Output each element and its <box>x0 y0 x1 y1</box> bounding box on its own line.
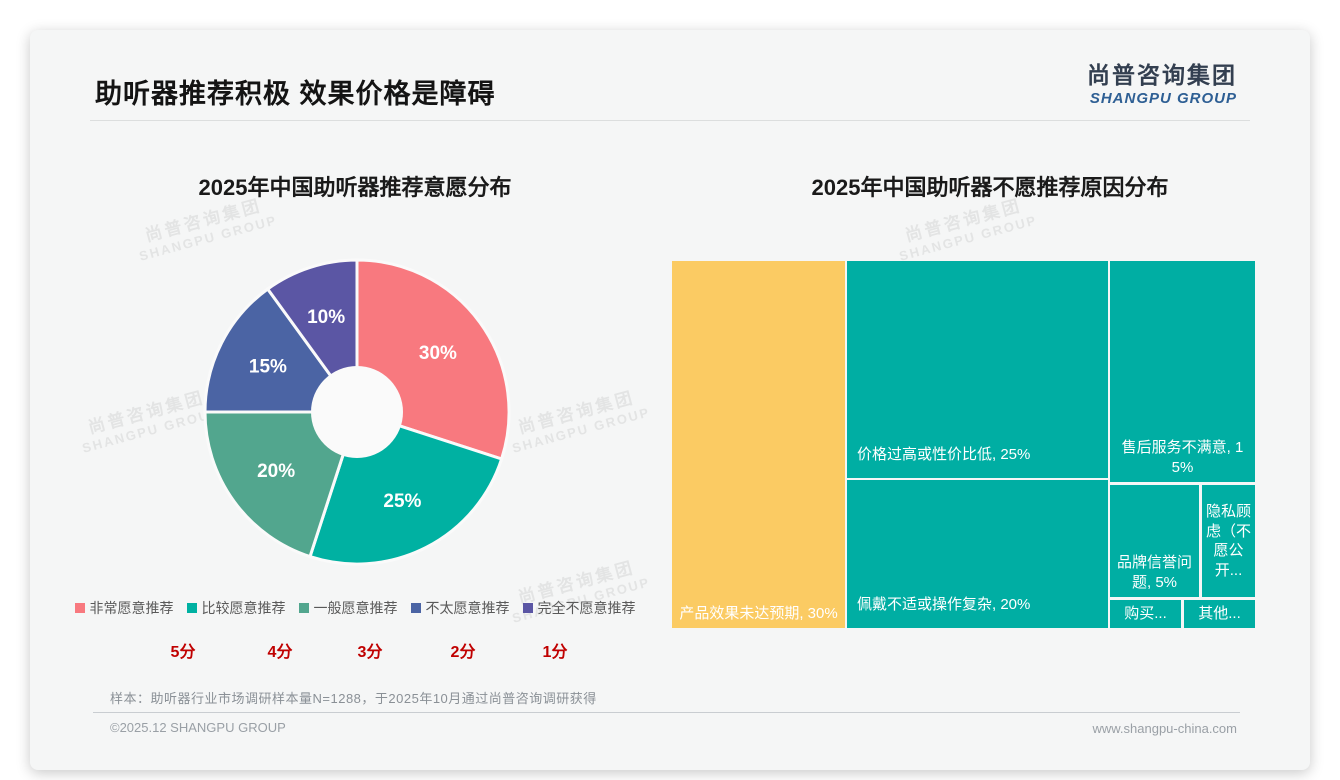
legend-marker <box>410 603 421 613</box>
report-slide: 助听器推荐积极 效果价格是障碍 尚普咨询集团 SHANGPU GROUP 尚普咨… <box>30 30 1310 770</box>
treemap-chart: 产品效果未达预期, 30% 价格过高或性价比低, 25% 佩戴不适或操作复杂, 20… <box>672 261 1255 628</box>
legend-label: 非常愿意推荐 <box>89 600 174 616</box>
legend-marker <box>74 603 85 613</box>
treemap-box: 价格过高或性价比低, 25% <box>847 261 1108 478</box>
treemap-label: 价格过高或性价比低, 25% <box>857 445 1031 463</box>
legend-item: 一般愿意推荐 <box>298 598 398 618</box>
watermark: 尚普咨询集团 SHANGPU GROUP <box>504 380 652 456</box>
treemap-chart-title: 2025年中国助听器不愿推荐原因分布 <box>811 175 1169 200</box>
treemap-label: 品牌信誉问题, 5% <box>1116 554 1192 591</box>
score-label: 5分 <box>170 644 196 661</box>
watermark-cn-text: 尚普咨询集团 <box>516 387 637 438</box>
legend-item: 比较愿意推荐 <box>186 598 286 618</box>
watermark-en-text: SHANGPU GROUP <box>897 212 1039 264</box>
treemap-label: 售后服务不满意, 15% <box>1121 439 1244 476</box>
treemap-label: 其他... <box>1198 605 1241 623</box>
company-logo: 尚普咨询集团 SHANGPU GROUP <box>1087 62 1237 107</box>
sample-note: 样本：助听器行业市场调研样本量N=1288，于2025年10月通过尚普咨询调研获… <box>110 691 597 706</box>
donut-chart-title: 2025年中国助听器推荐意愿分布 <box>198 175 512 200</box>
treemap-label: 隐私顾虑（不愿公开... <box>1205 503 1251 579</box>
copyright-text: ©2025.12 SHANGPU GROUP <box>110 720 286 735</box>
legend-label: 完全不愿意推荐 <box>537 600 636 616</box>
score-label: 3分 <box>357 644 383 661</box>
donut-data-label: 20% <box>257 461 295 482</box>
treemap-box: 其他... <box>1184 600 1255 628</box>
treemap-box: 品牌信誉问题, 5% <box>1110 485 1199 597</box>
donut-chart: 30% 25% 20% 15% 10% <box>197 252 517 572</box>
logo-chinese-text: 尚普咨询集团 <box>1087 62 1237 88</box>
donut-legend: 非常愿意推荐 比较愿意推荐 一般愿意推荐 不太愿意推荐 完全不愿意推荐 <box>60 598 650 618</box>
treemap-box: 隐私顾虑（不愿公开... <box>1202 485 1255 597</box>
website-url: www.shangpu-china.com <box>1092 721 1237 736</box>
watermark-en-text: SHANGPU GROUP <box>510 404 652 456</box>
treemap-box: 购买... <box>1110 600 1181 628</box>
title-divider <box>90 120 1250 121</box>
logo-english-text: SHANGPU GROUP <box>1089 89 1237 107</box>
score-label: 4分 <box>267 644 293 661</box>
score-label: 1分 <box>542 644 568 661</box>
treemap-box: 佩戴不适或操作复杂, 20% <box>847 480 1108 628</box>
legend-label: 不太愿意推荐 <box>425 600 510 616</box>
donut-data-label: 15% <box>249 357 287 378</box>
treemap-box: 产品效果未达预期, 30% <box>672 261 845 628</box>
legend-marker <box>522 603 533 613</box>
score-label: 2分 <box>450 644 476 661</box>
legend-label: 一般愿意推荐 <box>313 600 398 616</box>
donut-data-label: 25% <box>383 491 421 512</box>
page-title: 助听器推荐积极 效果价格是障碍 <box>95 79 496 109</box>
footer-divider <box>93 712 1240 713</box>
legend-item: 完全不愿意推荐 <box>522 598 636 618</box>
legend-marker <box>298 603 309 613</box>
donut-slice <box>203 410 360 559</box>
donut-data-label: 30% <box>419 343 457 364</box>
donut-slice <box>203 286 360 414</box>
legend-marker <box>186 603 197 613</box>
treemap-label: 佩戴不适或操作复杂, 20% <box>857 595 1031 613</box>
treemap-label: 产品效果未达预期, 30% <box>679 604 838 622</box>
score-labels-row: 5分 4分 3分 2分 1分 <box>30 638 670 662</box>
treemap-label: 购买... <box>1124 605 1167 623</box>
legend-label: 比较愿意推荐 <box>201 600 286 616</box>
legend-item: 不太愿意推荐 <box>410 598 510 618</box>
donut-data-label: 10% <box>307 307 345 328</box>
legend-item: 非常愿意推荐 <box>74 598 174 618</box>
donut-hole <box>311 366 403 458</box>
treemap-box: 售后服务不满意, 15% <box>1110 261 1255 482</box>
